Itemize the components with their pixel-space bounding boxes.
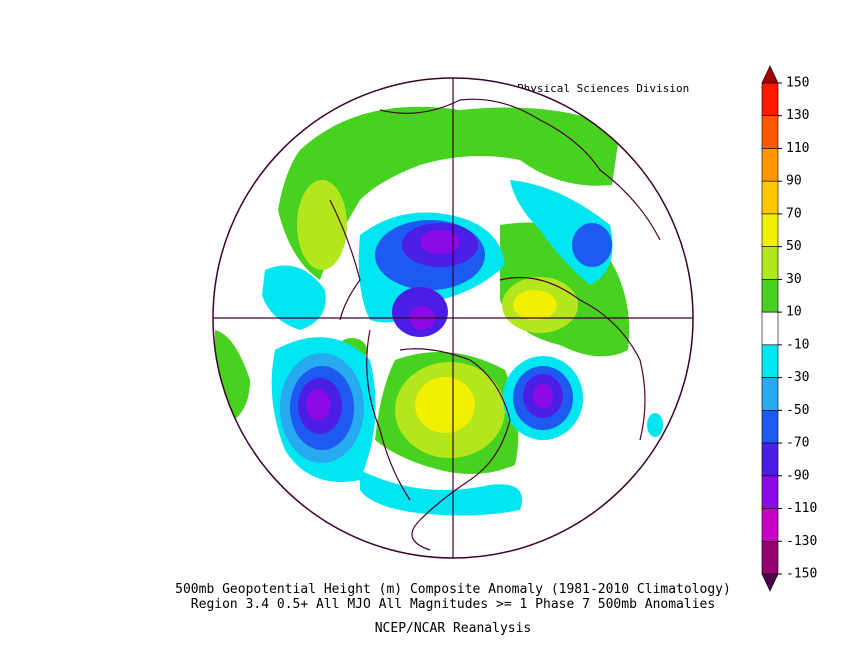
colorbar-box bbox=[761, 180, 779, 215]
colorbar-label: 30 bbox=[786, 272, 802, 287]
colorbar-label: 150 bbox=[786, 76, 809, 91]
colorbar-box bbox=[761, 540, 779, 575]
colorbar-box bbox=[761, 82, 779, 117]
colorbar-label: -70 bbox=[786, 436, 809, 451]
colorbar-label: 70 bbox=[786, 206, 802, 221]
caption: 500mb Geopotential Height (m) Composite … bbox=[175, 582, 731, 597]
colorbar-box bbox=[761, 148, 779, 182]
colorbar-box bbox=[761, 475, 779, 509]
colorbar-label: -130 bbox=[786, 534, 817, 549]
caption: Region 3.4 0.5+ All MJO All Magnitudes >… bbox=[191, 597, 715, 612]
colorbar-label: 50 bbox=[786, 239, 802, 254]
colorbar-label: -50 bbox=[786, 403, 809, 418]
map-field bbox=[213, 78, 693, 558]
colorbar-label: -90 bbox=[786, 468, 809, 483]
source: NCEP/NCAR Reanalysis bbox=[375, 621, 532, 636]
colorbar-under bbox=[761, 573, 779, 592]
colorbar-box bbox=[761, 377, 779, 411]
colorbar-label: 90 bbox=[786, 174, 802, 189]
colorbar-box bbox=[761, 115, 779, 149]
colorbar-over bbox=[761, 65, 779, 84]
colorbar-label: -110 bbox=[786, 501, 817, 516]
colorbar-box bbox=[761, 311, 779, 346]
colorbar-label: -10 bbox=[786, 337, 809, 352]
colorbar-label: 130 bbox=[786, 108, 809, 123]
colorbar-box bbox=[761, 279, 779, 313]
colorbar-box bbox=[761, 410, 779, 444]
colorbar-label: 110 bbox=[786, 141, 809, 156]
colorbar-box bbox=[761, 213, 779, 247]
colorbar-box bbox=[761, 344, 779, 378]
colorbar: 150 130 110 90 70 50 30 10 -10 -30 -50 -70 -90 -110 -1… bbox=[761, 65, 817, 592]
colorbar-label: 10 bbox=[786, 305, 802, 320]
colorbar-label: -150 bbox=[786, 567, 817, 582]
colorbar-box bbox=[761, 442, 779, 477]
colorbar-box bbox=[761, 246, 779, 280]
colorbar-label: -30 bbox=[786, 370, 809, 385]
colorbar-box bbox=[761, 508, 779, 542]
